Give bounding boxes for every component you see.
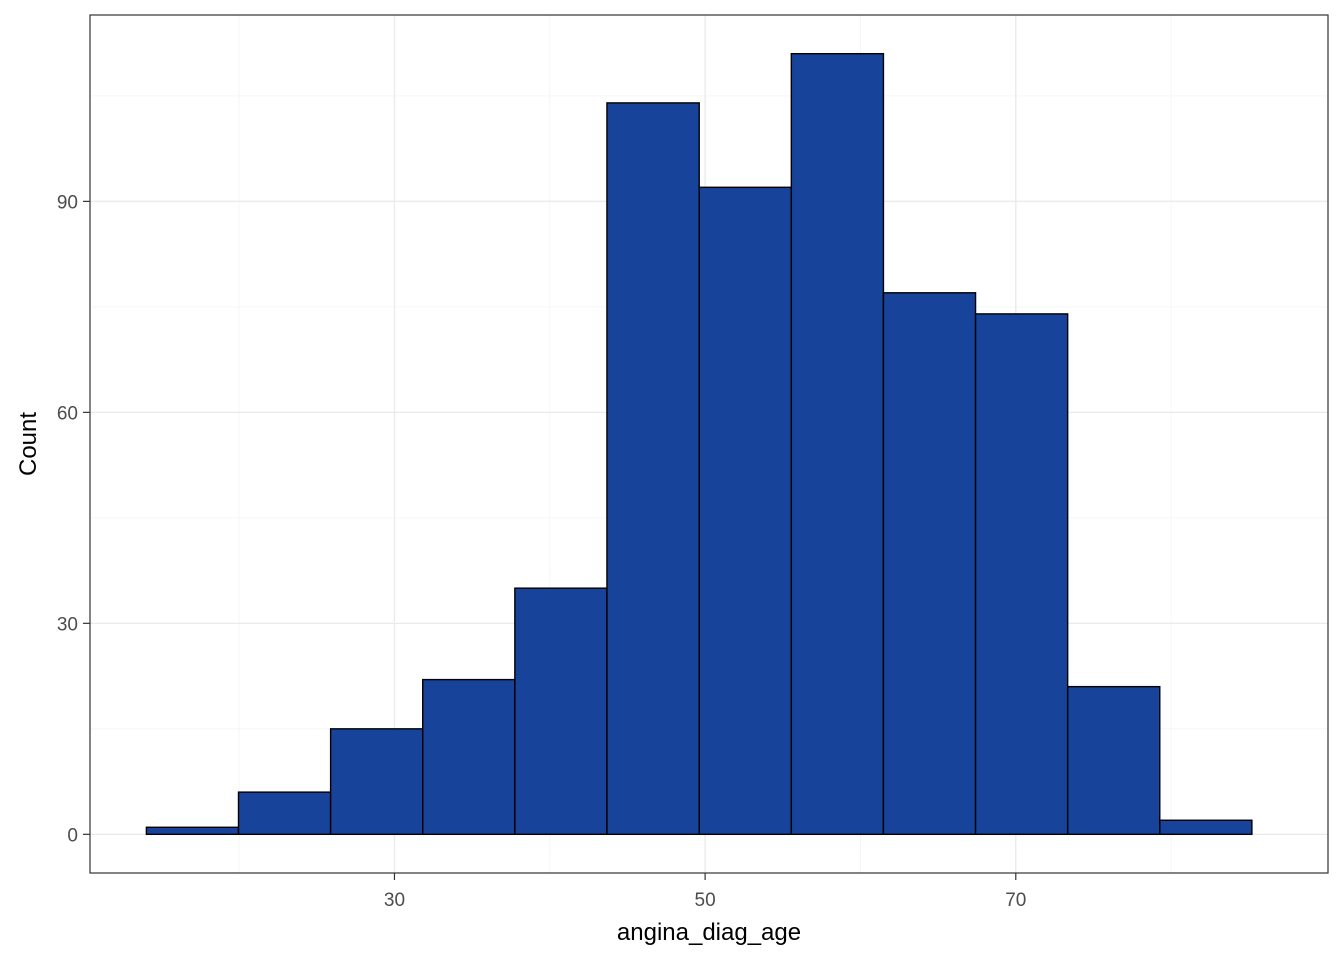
histogram-bar [790,52,885,836]
histogram-bar [606,102,700,836]
x-axis-ticks: 30 50 70 [384,873,1026,911]
histogram-bar [237,791,332,836]
y-tick-label: 90 [57,192,78,213]
x-tick-label: 70 [1005,890,1026,911]
histogram-bar [145,826,240,836]
y-tick-label: 30 [57,614,78,635]
x-tick-label: 30 [384,890,405,911]
histogram-bar [698,186,793,836]
y-tick-label: 60 [57,403,78,424]
histogram-bar [974,313,1069,836]
y-axis-title: Count [15,412,42,476]
histogram-bar [882,292,977,836]
histogram-bar [329,728,424,836]
histogram-bar [1159,819,1253,836]
histogram-bar [514,587,608,836]
histogram-bar [422,678,516,836]
y-axis-ticks: 0 30 60 90 [57,192,90,846]
histogram-bars [145,52,1253,836]
histogram-bar [1066,685,1161,836]
x-axis-title: angina_diag_age [617,919,801,946]
y-tick-label: 0 [67,825,78,846]
x-tick-label: 50 [695,890,716,911]
plot-panel-border [89,14,1329,874]
